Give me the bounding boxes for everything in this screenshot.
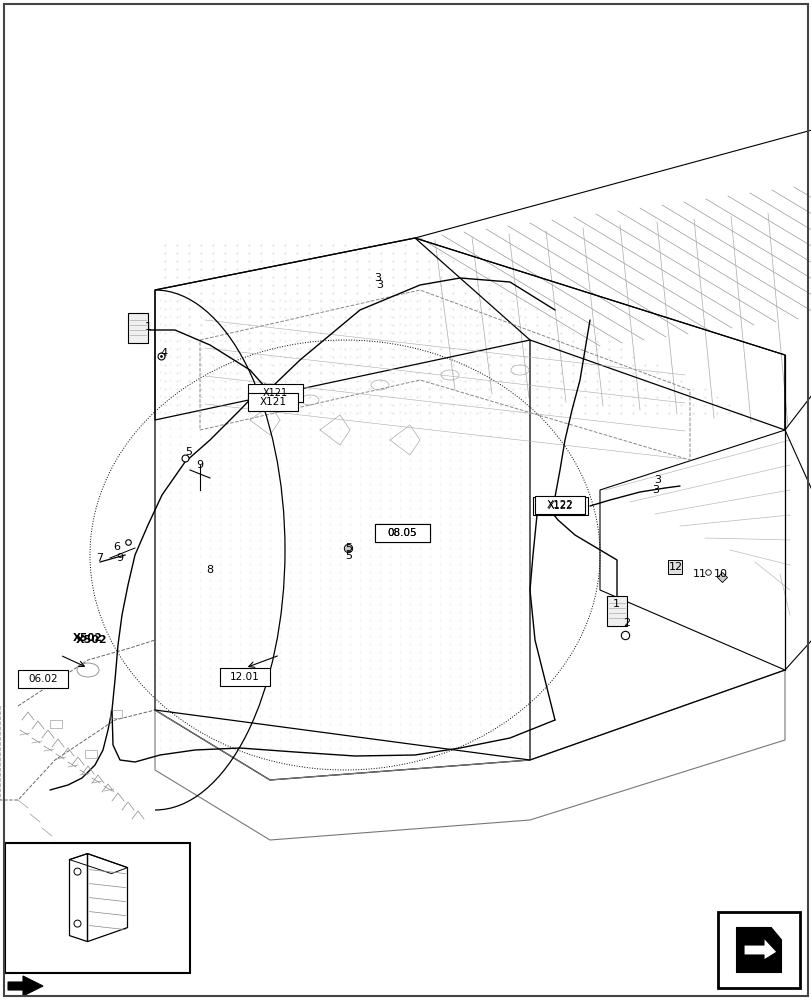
Bar [85,750,97,758]
Bar [607,596,626,626]
Text: 8: 8 [206,565,213,575]
Text: 1: 1 [144,322,152,332]
Polygon shape [743,938,776,960]
Text: X121: X121 [263,388,288,398]
Text: 11: 11 [692,569,706,579]
Bar [128,313,148,343]
Text: 08.05: 08.05 [387,528,417,538]
Bar [109,710,122,718]
Bar [534,496,584,514]
Bar [667,560,681,574]
Text: 2: 2 [623,618,630,628]
Bar [220,668,270,686]
Text: 3: 3 [376,280,383,290]
Bar [717,912,799,988]
Text: X122: X122 [546,500,573,510]
Text: 5: 5 [185,447,192,457]
Text: 9: 9 [116,553,123,563]
Bar [50,720,62,728]
Bar [532,497,587,515]
Text: 10: 10 [713,569,727,579]
Text: X121: X121 [260,397,286,407]
Text: 08.05: 08.05 [387,528,417,538]
Bar [375,524,430,542]
Text: 06.02: 06.02 [28,674,58,684]
Text: 6: 6 [114,542,120,552]
Text: 7: 7 [97,553,104,563]
Text: X502: X502 [76,635,108,645]
Text: 3: 3 [654,475,661,485]
Bar [375,524,430,542]
Text: X502: X502 [73,633,103,643]
Text: X122: X122 [547,501,573,511]
Bar [5,843,190,973]
Text: 5: 5 [345,543,352,553]
Polygon shape [8,976,43,996]
Text: 5: 5 [345,551,352,561]
Text: 12: 12 [668,562,682,572]
Bar [18,670,68,688]
Polygon shape [736,928,780,972]
Text: 4: 4 [161,348,167,358]
Text: 3: 3 [374,273,381,283]
Text: 9: 9 [196,460,204,470]
Text: 3: 3 [652,485,659,495]
Text: 1: 1 [611,599,619,609]
Bar [247,393,298,411]
Text: 12.01: 12.01 [230,672,260,682]
Bar [247,384,303,402]
